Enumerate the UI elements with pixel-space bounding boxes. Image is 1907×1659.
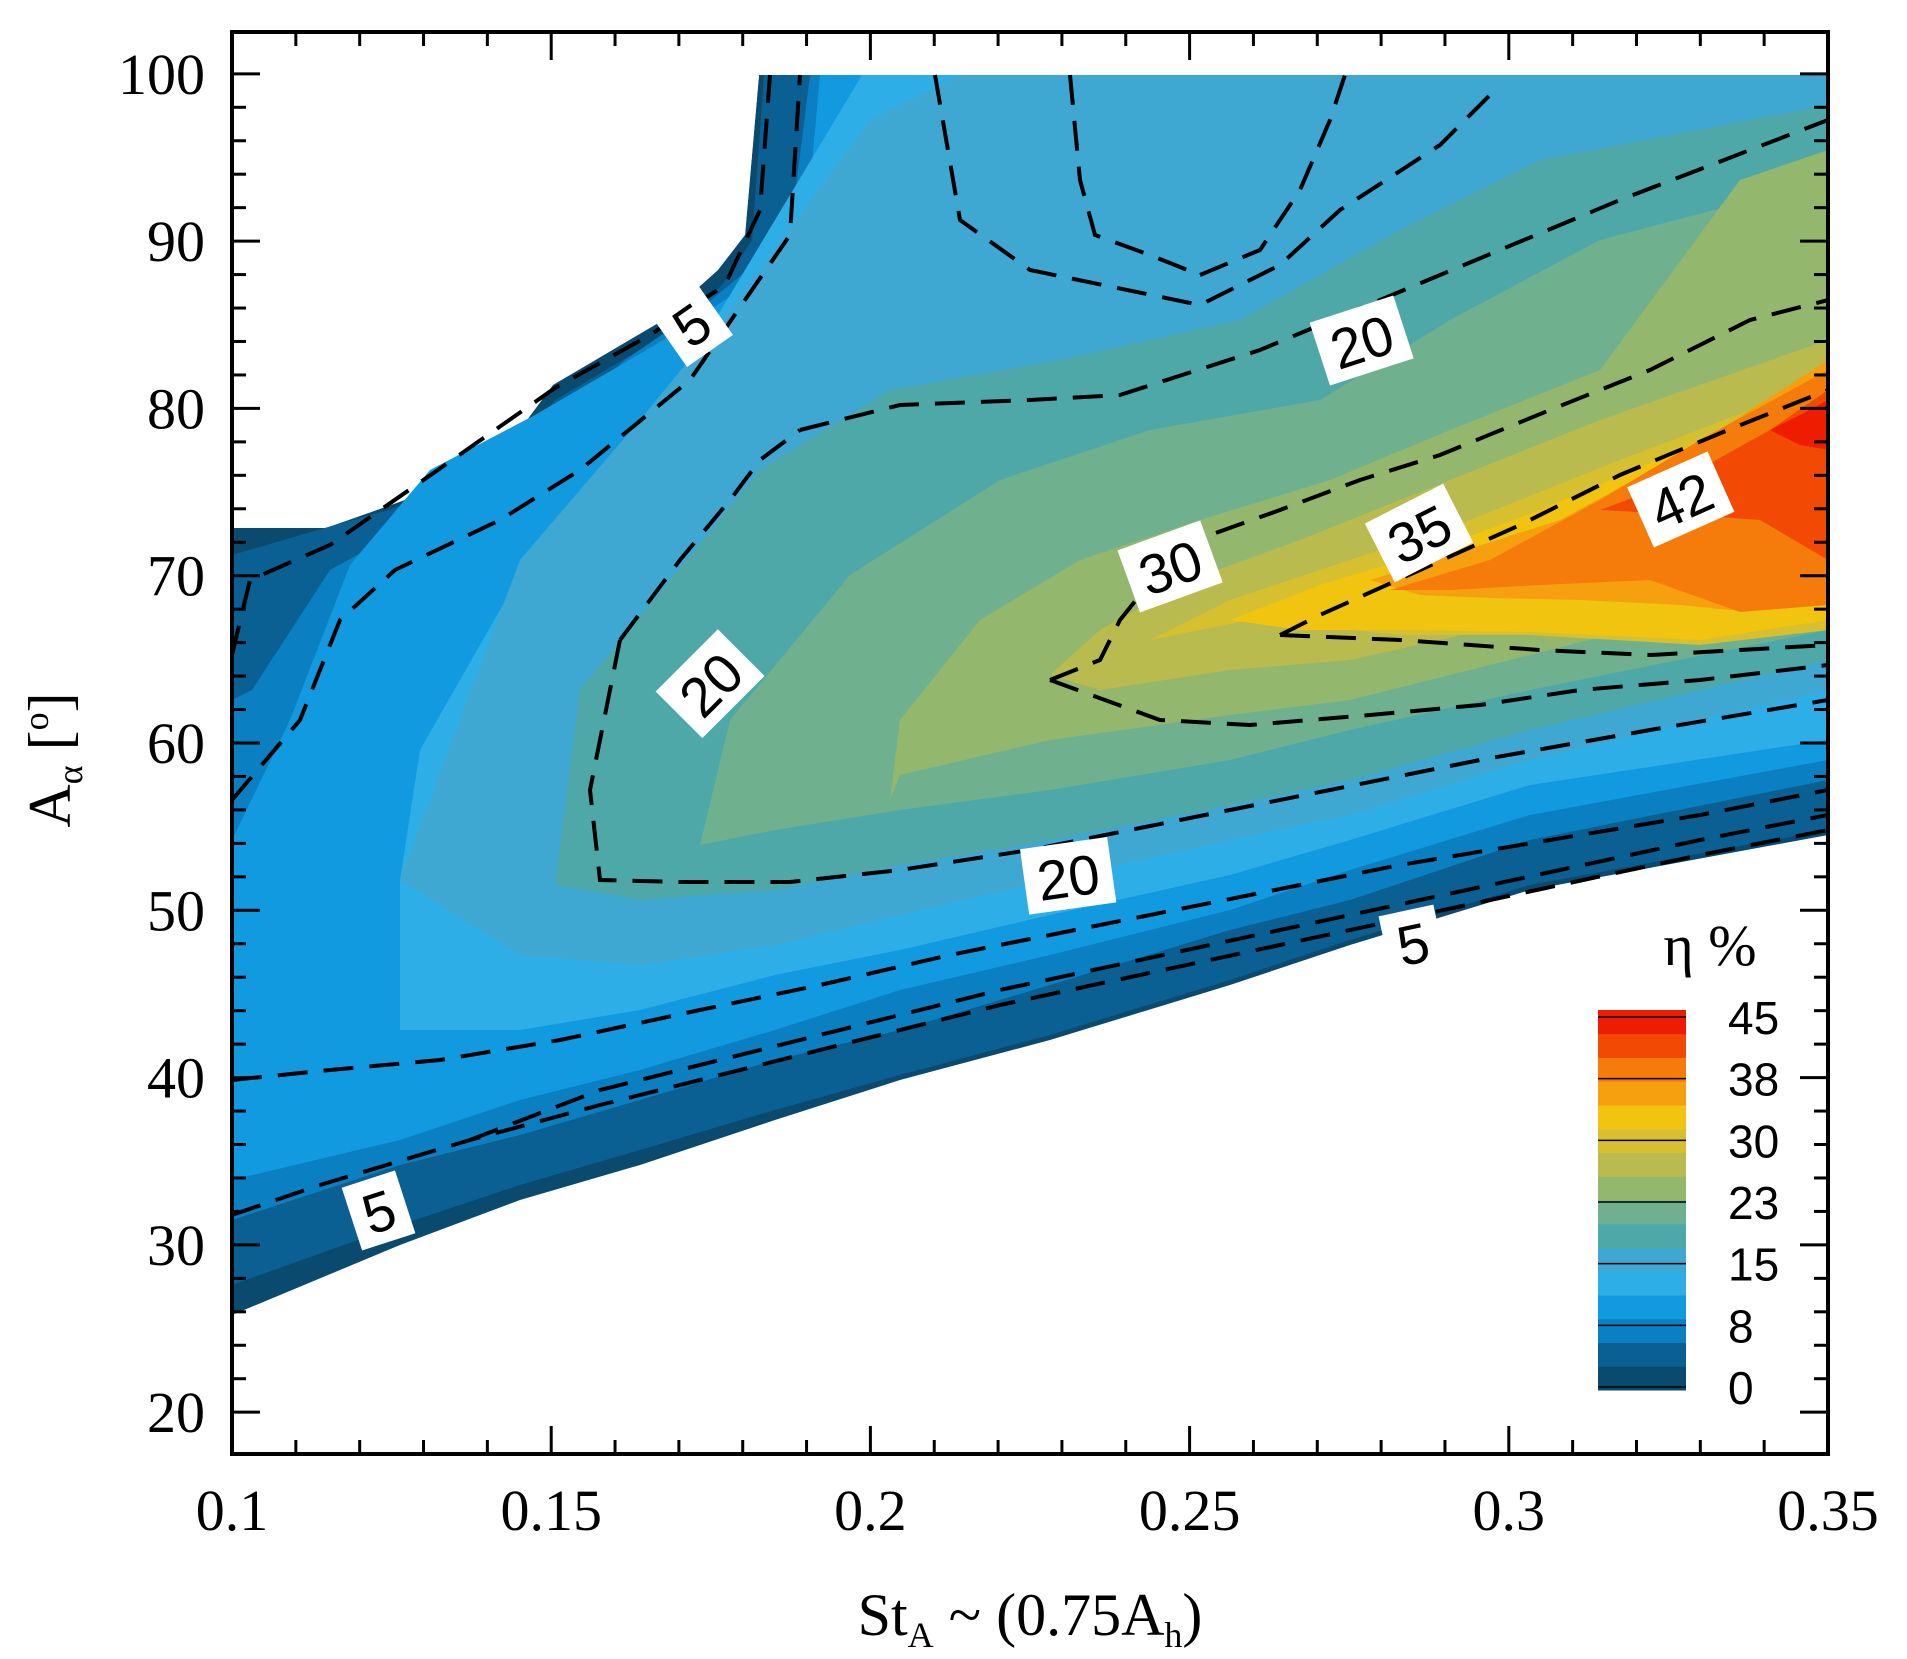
x-tick-label: 0.25: [1139, 1478, 1241, 1543]
contour-label: 5: [1378, 904, 1448, 981]
x-tick-label: 0.15: [500, 1478, 602, 1543]
contour-label-box: [341, 1170, 416, 1251]
x-axis-title-rest: ~ (0.75A: [934, 1582, 1165, 1648]
contour-line-20-outer: [587, 639, 1828, 884]
x-tick-label: 0.35: [1777, 1478, 1879, 1543]
legend-swatch: [1598, 1033, 1686, 1058]
contour-label: 20: [1020, 837, 1117, 915]
contour-line-30-lower: [1049, 663, 1828, 728]
x-tick-label: 0.2: [834, 1478, 907, 1543]
legend-label: 15: [1728, 1239, 1779, 1291]
contour-line-5-upper-outer: [232, 74, 772, 656]
contour-label-box: [649, 280, 733, 368]
legend-label: 23: [1728, 1177, 1779, 1229]
legend-label: 45: [1728, 992, 1779, 1044]
contour-label-box: [1364, 483, 1474, 583]
y-axis-title-sub: α: [50, 765, 90, 784]
contour-line-20-top: [799, 118, 1828, 432]
legend-labels: 45 38 30 23 15 8 0: [1598, 992, 1779, 1414]
contour-label-box: [1020, 837, 1117, 915]
legend-swatch: [1598, 1081, 1686, 1106]
y-tick-label: 90: [147, 209, 205, 274]
y-axis-title-main: A: [17, 784, 83, 827]
contour-label-box: [1627, 451, 1735, 548]
legend-title: η %: [1663, 913, 1756, 978]
legend-colorbar: [1598, 1010, 1686, 1391]
legend-swatch: [1598, 1057, 1686, 1082]
y-axis-title: Aα [o]: [16, 692, 90, 827]
band-13: [1390, 370, 1828, 612]
legend-label: 30: [1728, 1115, 1779, 1167]
contour-line-20-valley: [1068, 74, 1201, 277]
empty-region-upper: [232, 32, 759, 528]
contour-line-5-lower-outer: [232, 788, 1828, 1082]
legend-swatch: [1598, 1342, 1686, 1367]
y-tick-label: 50: [147, 878, 205, 943]
contour-label-box: [655, 629, 765, 739]
contour-label-box: [1378, 904, 1448, 981]
y-tick-label: 30: [147, 1213, 205, 1278]
x-axis-title-end: ): [1182, 1582, 1202, 1648]
y-tick-label: 40: [147, 1046, 205, 1111]
x-axis-title-main: St: [858, 1582, 908, 1648]
legend-swatch: [1598, 1010, 1686, 1035]
contour-line-30: [1049, 298, 1828, 682]
x-axis: 0.1 0.15 0.2 0.25 0.3 0.35: [196, 32, 1879, 1543]
contour-line-20-valley-inner: [933, 74, 1502, 308]
legend-swatch: [1598, 1200, 1686, 1225]
contour-label-box: [1309, 295, 1414, 386]
x-axis-title-sub: A: [908, 1615, 934, 1655]
y-tick-label: 60: [147, 711, 205, 776]
contour-label: 5: [341, 1170, 416, 1251]
contour-label-box: [1117, 520, 1223, 613]
legend-label: 8: [1728, 1300, 1754, 1352]
legend-swatch: [1598, 1247, 1686, 1272]
legend-label: 0: [1728, 1362, 1754, 1414]
x-tick-label: 0.1: [196, 1478, 269, 1543]
y-tick-label: 80: [147, 376, 205, 441]
contour-lines: [232, 74, 1828, 1217]
y-axis-title-sup: o: [16, 712, 56, 730]
legend-swatch: [1598, 1271, 1686, 1296]
y-tick-label: 70: [147, 544, 205, 609]
x-tick-label: 0.3: [1473, 1478, 1546, 1543]
contour-label: 30: [1117, 520, 1223, 613]
contour-label: 42: [1627, 451, 1735, 548]
legend-swatch: [1598, 1295, 1686, 1320]
legend-swatch: [1598, 1152, 1686, 1177]
x-axis-title: StA ~ (0.75Ah): [858, 1582, 1203, 1655]
x-axis-title-sub2: h: [1164, 1615, 1182, 1655]
contour-label-text: 20: [1033, 842, 1103, 913]
empty-region-lower: [232, 908, 1828, 1454]
contour-line-5-upper-inner: [232, 74, 802, 802]
legend-swatch: [1598, 1223, 1686, 1248]
legend-label: 38: [1728, 1054, 1779, 1106]
y-tick-label: 100: [118, 42, 205, 107]
contour-line-20-left: [618, 428, 802, 642]
band-15: [1770, 400, 1828, 450]
contour-line-5-lower-inner: [469, 813, 1828, 1142]
legend-swatch: [1598, 1176, 1686, 1201]
y-axis-title-end: ]: [17, 692, 83, 712]
legend-swatch: [1598, 1318, 1686, 1343]
legend-swatch: [1598, 1105, 1686, 1130]
y-tick-label: 20: [147, 1380, 205, 1445]
y-axis-title-rest: [: [17, 730, 83, 765]
legend: η % 45 38 30 23 15 8 0: [1598, 913, 1779, 1414]
contour-line-35-lower: [1279, 633, 1828, 658]
